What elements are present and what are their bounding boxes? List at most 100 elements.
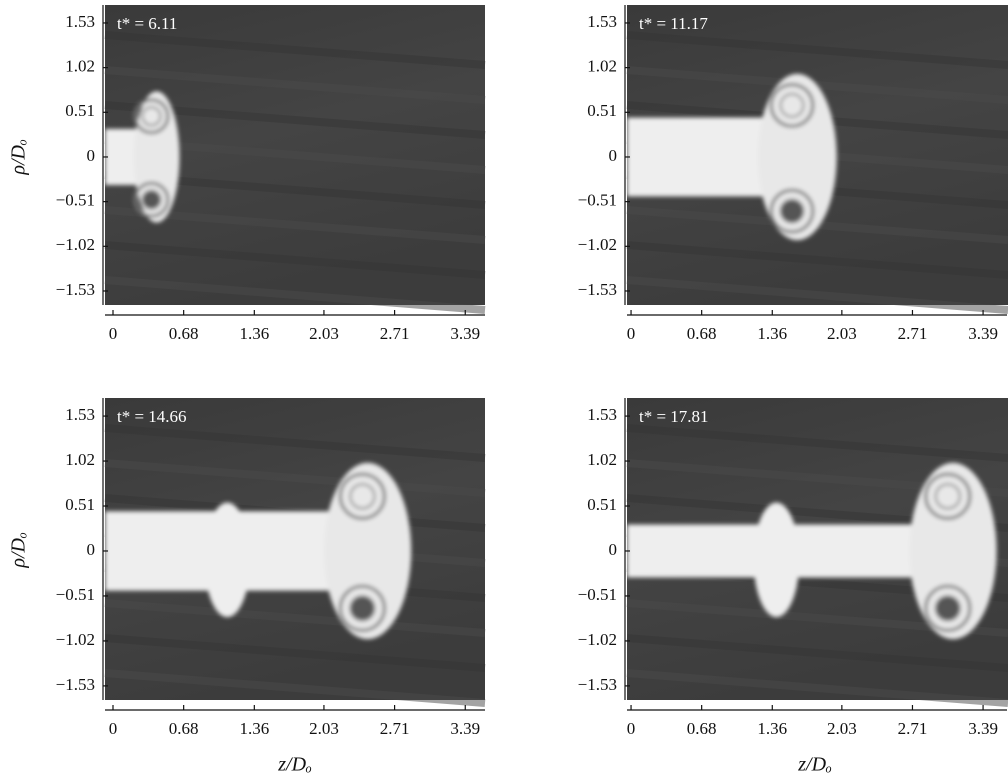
- x-tick-label: 2.71: [898, 324, 928, 343]
- vortex: [338, 472, 386, 520]
- streak: [104, 241, 486, 279]
- y-tick-label: 0: [87, 146, 96, 165]
- vortex: [133, 98, 170, 135]
- y-tick-label: 0: [87, 540, 96, 559]
- streak: [626, 31, 1008, 69]
- streak: [104, 459, 486, 497]
- streak: [104, 669, 486, 707]
- time-annotation: t* = 6.11: [117, 14, 177, 33]
- vortex: [133, 181, 170, 218]
- y-tick-label: −1.02: [578, 235, 617, 254]
- y-tick-label: −0.51: [578, 585, 617, 604]
- y-tick-label: −1.02: [56, 630, 95, 649]
- x-axis-label: z/Dₒ: [277, 754, 312, 776]
- y-tick-label: 1.02: [65, 57, 95, 76]
- x-tick-label: 1.36: [757, 719, 787, 738]
- y-tick-label: −0.51: [578, 191, 617, 210]
- vortex: [769, 83, 815, 128]
- plume: [627, 462, 997, 640]
- flow-image: [626, 398, 1008, 707]
- x-tick-label: 2.03: [827, 324, 857, 343]
- y-tick-label: 1.02: [587, 450, 617, 469]
- head: [757, 73, 837, 241]
- time-annotation: t* = 14.66: [117, 407, 187, 426]
- streak: [626, 634, 1008, 672]
- bulge: [753, 502, 800, 618]
- y-tick-label: 1.02: [65, 450, 95, 469]
- x-tick-label: 0: [109, 719, 118, 738]
- y-tick-label: 1.53: [65, 12, 95, 31]
- head: [133, 91, 180, 223]
- time-annotation: t* = 17.81: [639, 407, 709, 426]
- x-tick-label: 0.68: [687, 719, 717, 738]
- x-tick-label: 2.71: [380, 719, 410, 738]
- streak: [626, 241, 1008, 279]
- streak: [626, 66, 1008, 104]
- y-tick-label: 0.51: [65, 101, 95, 120]
- plume: [105, 91, 180, 223]
- vortex: [349, 483, 376, 510]
- streak: [626, 276, 1008, 314]
- streak: [104, 599, 486, 637]
- streak: [104, 276, 486, 314]
- vortex: [934, 483, 961, 510]
- vortex: [779, 92, 805, 118]
- x-tick-label: 1.36: [239, 719, 269, 738]
- x-tick-label: 0.68: [169, 719, 199, 738]
- streak: [104, 424, 486, 462]
- flow-image: [104, 398, 486, 707]
- x-tick-label: 2.71: [380, 324, 410, 343]
- y-tick-label: 0.51: [587, 101, 617, 120]
- vortex: [141, 189, 162, 210]
- vortex: [141, 106, 162, 127]
- y-tick-label: 1.53: [65, 405, 95, 424]
- y-tick-label: 1.53: [587, 12, 617, 31]
- y-axis-label: ρ/Dₒ: [8, 532, 30, 569]
- x-tick-label: 3.39: [450, 719, 480, 738]
- x-tick-label: 3.39: [968, 719, 998, 738]
- x-tick-label: 0.68: [169, 324, 199, 343]
- y-tick-label: −1.02: [56, 235, 95, 254]
- vortex: [779, 198, 805, 224]
- x-tick-label: 2.03: [309, 719, 339, 738]
- vortex: [934, 595, 961, 622]
- x-tick-label: 2.03: [827, 719, 857, 738]
- y-tick-label: −1.53: [56, 280, 95, 299]
- y-axis-label: ρ/Dₒ: [8, 139, 30, 176]
- y-tick-label: −1.53: [578, 675, 617, 694]
- y-tick-label: 0.51: [587, 495, 617, 514]
- x-tick-label: 0: [627, 719, 636, 738]
- flow-image: [104, 5, 486, 314]
- vortex: [924, 472, 972, 520]
- y-tick-label: −1.02: [578, 630, 617, 649]
- vortex: [769, 188, 815, 234]
- vortex: [338, 584, 386, 632]
- plume: [105, 462, 412, 640]
- y-tick-label: −0.51: [56, 191, 95, 210]
- time-annotation: t* = 11.17: [639, 14, 708, 33]
- y-tick-label: 0: [609, 146, 618, 165]
- streak: [104, 31, 486, 69]
- streak: [104, 206, 486, 244]
- plume: [627, 73, 837, 241]
- x-tick-label: 1.36: [239, 324, 269, 343]
- streak: [626, 669, 1008, 707]
- streak: [104, 66, 486, 104]
- x-tick-label: 2.71: [898, 719, 928, 738]
- y-tick-label: −0.51: [56, 585, 95, 604]
- y-tick-label: −1.53: [578, 280, 617, 299]
- y-tick-label: 0: [609, 540, 618, 559]
- vortex: [924, 584, 972, 632]
- y-tick-label: 1.53: [587, 405, 617, 424]
- streak: [104, 634, 486, 672]
- x-tick-label: 1.36: [757, 324, 787, 343]
- x-tick-label: 2.03: [309, 324, 339, 343]
- bulge: [204, 502, 251, 618]
- y-tick-label: 0.51: [65, 495, 95, 514]
- streak: [626, 424, 1008, 462]
- x-tick-label: 0.68: [687, 324, 717, 343]
- flow-image: [626, 5, 1008, 314]
- x-tick-label: 3.39: [450, 324, 480, 343]
- x-axis-label: z/Dₒ: [797, 754, 832, 776]
